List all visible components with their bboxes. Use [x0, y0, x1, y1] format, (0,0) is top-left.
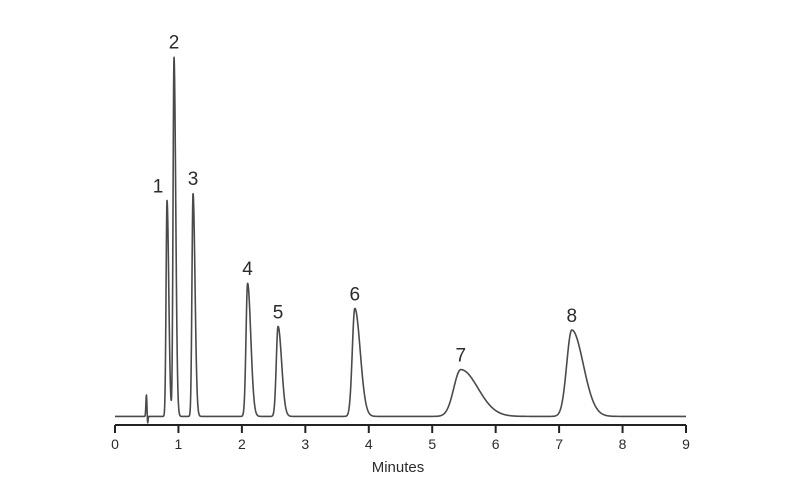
x-tick-label: 1 [175, 436, 183, 452]
peak-labels: 1 2 3 4 5 6 7 8 [153, 32, 577, 366]
x-tick-label: 7 [555, 436, 563, 452]
peak-label-2: 2 [169, 32, 180, 53]
chromatogram-trace [114, 56, 687, 424]
x-tick-label: 8 [619, 436, 627, 452]
peak-label-1: 1 [153, 176, 164, 197]
x-tick-label: 5 [428, 436, 436, 452]
peak-label-4: 4 [242, 259, 253, 280]
x-tick-label: 3 [301, 436, 309, 452]
peak-label-7: 7 [455, 346, 466, 367]
peak-label-3: 3 [188, 169, 199, 190]
x-axis: 0 1 2 3 4 5 6 7 8 9 [111, 424, 690, 452]
x-tick-label: 0 [111, 436, 119, 452]
x-axis-title: Minutes [372, 459, 425, 476]
peak-label-8: 8 [567, 306, 578, 327]
x-tick-label: 2 [238, 436, 246, 452]
peak-label-5: 5 [273, 302, 284, 323]
x-tick-label: 6 [492, 436, 500, 452]
peak-label-6: 6 [350, 284, 361, 305]
x-tick-label: 4 [365, 436, 373, 452]
trace-area [114, 56, 687, 424]
x-tick-label: 9 [682, 436, 690, 452]
